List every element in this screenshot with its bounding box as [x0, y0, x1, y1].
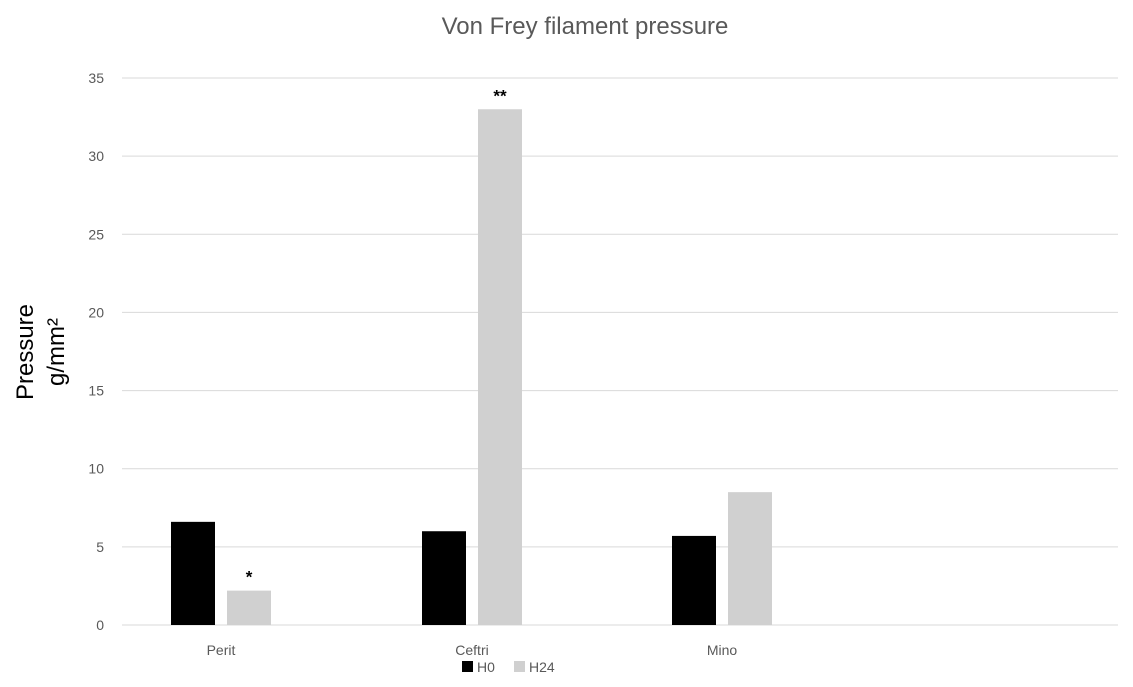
- bars: [171, 109, 772, 625]
- y-tick-label: 25: [88, 226, 104, 242]
- annotations: ***: [246, 86, 507, 586]
- category-label: Mino: [707, 642, 738, 658]
- y-axis-label-line-2: g/mm²: [43, 318, 70, 386]
- bar-h0-mino: [672, 535, 716, 625]
- y-tick-label: 0: [96, 617, 104, 633]
- bar-h24-perit: [227, 590, 271, 625]
- category-label: Ceftri: [455, 642, 488, 658]
- significance-marker: **: [493, 86, 507, 105]
- gridlines: [122, 77, 1118, 626]
- y-tick-label: 15: [88, 383, 104, 399]
- y-tick-label: 35: [88, 70, 104, 86]
- category-label: Perit: [207, 642, 236, 658]
- x-axis-categories: Perit Ceftri Mino: [207, 642, 738, 658]
- y-axis-ticks: 0 5 10 15 20 25 30 35: [88, 70, 104, 633]
- significance-marker: *: [246, 568, 253, 587]
- y-axis-label-line-1: Pressure: [12, 304, 39, 400]
- y-tick-label: 20: [88, 304, 104, 320]
- legend-swatch-h24: [514, 661, 525, 672]
- bar-h24-mino: [728, 492, 772, 625]
- bar-h0-perit: [171, 521, 215, 625]
- y-tick-label: 10: [88, 461, 104, 477]
- chart-title: Von Frey filament pressure: [442, 13, 729, 40]
- legend-label-h0: H0: [477, 659, 495, 675]
- legend-swatch-h0: [462, 661, 473, 672]
- legend-label-h24: H24: [529, 659, 555, 675]
- bar-h0-ceftri: [422, 531, 466, 625]
- bar-h24-ceftri: [478, 109, 522, 625]
- y-axis-label: Pressure g/mm²: [12, 304, 70, 400]
- y-tick-label: 5: [96, 539, 104, 555]
- y-tick-label: 30: [88, 148, 104, 164]
- legend: H0 H24: [462, 659, 555, 675]
